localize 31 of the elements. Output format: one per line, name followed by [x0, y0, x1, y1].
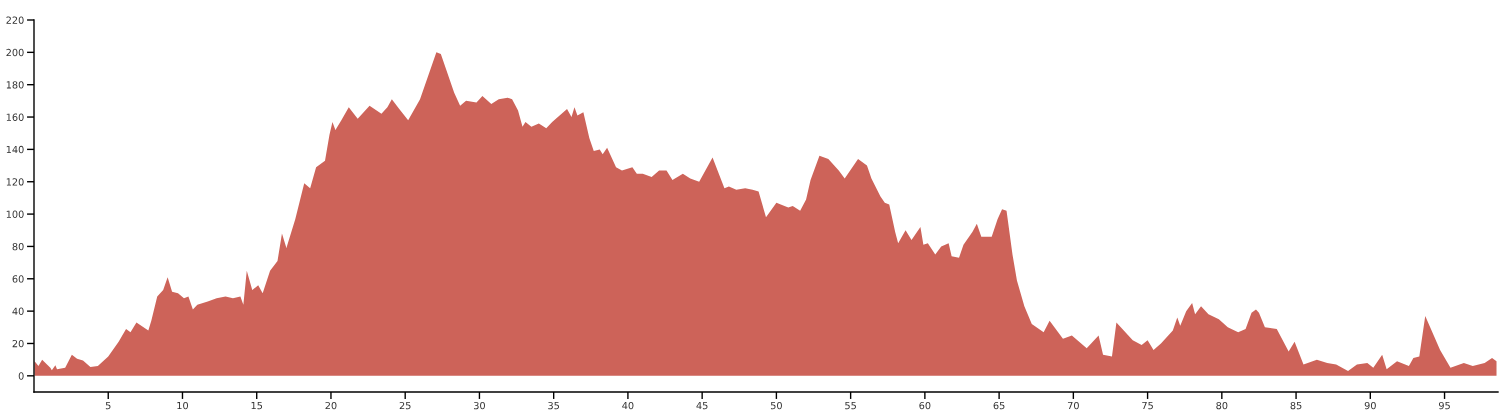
y-tick-label: 200 — [6, 48, 24, 57]
x-tick-label: 65 — [993, 401, 1005, 410]
x-tick-label: 25 — [399, 401, 411, 410]
y-tick-label: 140 — [6, 145, 24, 154]
y-tick-label: 80 — [12, 242, 24, 251]
y-tick-label: 120 — [6, 178, 24, 186]
x-tick-label: 30 — [473, 401, 485, 410]
y-tick-label: 180 — [6, 81, 24, 89]
y-tick-label: 60 — [12, 275, 24, 283]
x-tick-label: 55 — [845, 402, 856, 410]
x-tick-label: 85 — [1290, 401, 1302, 410]
x-tick-label: 5 — [105, 402, 111, 410]
x-tick-label: 35 — [548, 401, 560, 410]
x-tick-label: 20 — [325, 401, 337, 410]
x-tick-label: 40 — [622, 401, 634, 410]
x-tick-label: 80 — [1216, 401, 1228, 410]
y-tick-label: 100 — [6, 210, 24, 218]
x-tick-label: 70 — [1067, 401, 1079, 410]
y-tick-label: 20 — [12, 339, 24, 348]
x-tick-label: 50 — [770, 401, 782, 410]
y-tick-label: 160 — [6, 113, 24, 121]
x-tick-label: 75 — [1142, 402, 1153, 410]
x-tick-label: 45 — [696, 402, 708, 410]
y-tick-label: 0 — [18, 372, 24, 380]
y-tick-label: 220 — [6, 16, 24, 24]
x-tick-label: 10 — [177, 401, 189, 410]
x-tick-label: 90 — [1364, 401, 1376, 410]
x-tick-label: 95 — [1438, 401, 1450, 410]
x-tick-label: 15 — [251, 402, 263, 410]
x-tick-label: 60 — [919, 401, 931, 410]
y-tick-label: 40 — [12, 307, 24, 315]
